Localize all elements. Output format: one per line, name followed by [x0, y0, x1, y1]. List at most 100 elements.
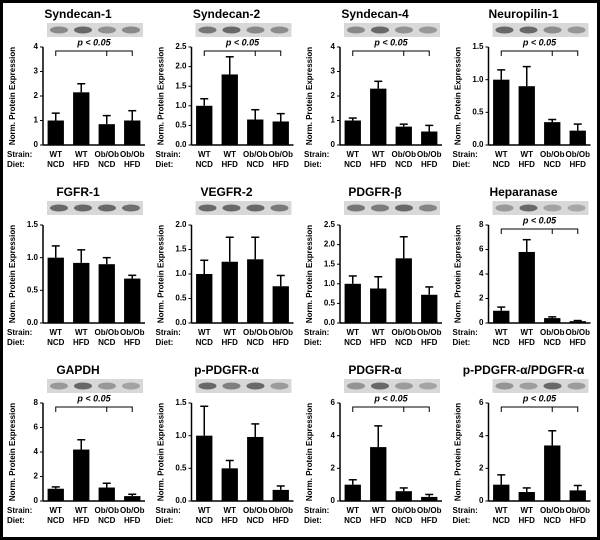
strain-label: Ob/Ob — [95, 506, 120, 515]
y-tick-label: 4 — [34, 447, 39, 456]
blot-image — [492, 201, 589, 215]
strain-label: Ob/Ob — [417, 328, 442, 337]
chart-panel: Syndecan-4 Norm. Protein Expression 0 1 2 3 4 W… — [304, 7, 442, 169]
bar — [98, 124, 115, 145]
blot-band — [567, 26, 586, 34]
significance-label: p < 0.05 — [76, 37, 111, 47]
diet-row-label: Diet: — [156, 516, 174, 525]
bar — [73, 449, 90, 501]
y-tick-label: 0.0 — [175, 318, 187, 327]
blot-image — [47, 379, 143, 393]
strain-label: Ob/Ob — [540, 150, 565, 159]
chart-title: p-PDGFR-α/PDGFR-α — [463, 363, 585, 377]
blot-band — [270, 382, 289, 390]
y-tick-label: 0 — [331, 496, 336, 505]
bar — [124, 496, 141, 501]
blot-band — [371, 204, 389, 212]
y-tick-label: 1.5 — [324, 259, 336, 268]
diet-label: NCD — [395, 516, 413, 525]
y-tick-label: 1.5 — [27, 220, 39, 229]
strain-label: Ob/Ob — [120, 328, 145, 337]
strain-label: Ob/Ob — [269, 328, 294, 337]
strain-label: WT — [372, 506, 385, 515]
strain-label: WT — [50, 150, 63, 159]
diet-label: HFD — [124, 516, 141, 525]
strain-label: WT — [495, 328, 508, 337]
chart-panel: Heparanase Norm. Protein Expression 0 2 4 6 8 W… — [453, 185, 591, 347]
y-tick-label: 1 — [34, 116, 39, 125]
strain-label: WT — [347, 506, 360, 515]
diet-label: NCD — [196, 516, 214, 525]
chart-title: Syndecan-4 — [341, 7, 409, 21]
chart-panel: PDGFR-β Norm. Protein Expression 0.0 0.5 1.0… — [304, 185, 442, 347]
strain-row-label: Strain: — [453, 328, 478, 337]
bar — [47, 120, 64, 145]
y-tick-label: 0.0 — [175, 496, 187, 505]
blot-band — [98, 382, 116, 390]
bar — [544, 318, 561, 323]
strain-label: WT — [347, 150, 360, 159]
y-tick-label: 1.5 — [175, 245, 187, 254]
significance-bracket — [500, 228, 579, 234]
bar — [395, 491, 412, 501]
strain-row-label: Strain: — [156, 328, 181, 337]
blot-band — [543, 204, 562, 212]
diet-label: NCD — [196, 338, 214, 347]
significance-bracket — [203, 50, 282, 56]
y-tick-label: 6 — [34, 423, 39, 432]
y-tick-label: 2 — [331, 463, 336, 472]
bar — [196, 274, 213, 323]
blot-band — [122, 26, 140, 34]
bar — [518, 492, 535, 501]
strain-label: Ob/Ob — [392, 150, 417, 159]
strain-label: WT — [521, 328, 534, 337]
diet-label: NCD — [98, 516, 116, 525]
y-axis-label: Norm. Protein Expression — [8, 47, 17, 145]
diet-label: NCD — [544, 160, 562, 169]
blot-band — [246, 26, 265, 34]
strain-label: WT — [224, 328, 237, 337]
strain-label: WT — [224, 150, 237, 159]
y-tick-label: 0 — [331, 140, 336, 149]
bar — [544, 445, 561, 501]
y-tick-label: 0.0 — [175, 140, 187, 149]
blot-band — [543, 382, 562, 390]
blot-band — [567, 204, 586, 212]
y-tick-label: 0.5 — [175, 121, 187, 130]
bar — [569, 490, 586, 501]
blot-band — [198, 204, 217, 212]
strain-row-label: Strain: — [453, 150, 478, 159]
bar — [395, 258, 412, 323]
strain-row-label: Strain: — [7, 150, 32, 159]
diet-label: HFD — [519, 160, 536, 169]
blot-band — [419, 26, 437, 34]
diet-label: NCD — [47, 338, 65, 347]
y-axis-label: Norm. Protein Expression — [157, 403, 166, 501]
strain-label: WT — [347, 328, 360, 337]
chart-panel: Neuropilin-1 Norm. Protein Expression 0.0 0… — [453, 7, 591, 169]
blot-band — [419, 382, 437, 390]
diet-label: NCD — [98, 160, 116, 169]
blot-band — [395, 26, 413, 34]
blot-image — [344, 23, 440, 37]
y-tick-label: 3 — [331, 67, 336, 76]
y-tick-label: 4 — [331, 431, 336, 440]
significance-label: p < 0.05 — [522, 215, 557, 225]
blot-band — [122, 204, 140, 212]
strain-label: WT — [495, 150, 508, 159]
y-tick-label: 0 — [34, 496, 39, 505]
diet-label: HFD — [421, 338, 438, 347]
bar — [518, 86, 535, 145]
blot-band — [246, 204, 265, 212]
bar — [493, 484, 510, 501]
y-tick-label: 0.5 — [175, 463, 187, 472]
blot-image — [344, 379, 440, 393]
strain-label: WT — [372, 328, 385, 337]
blot-band — [419, 204, 437, 212]
bar — [73, 262, 90, 323]
bar — [196, 105, 213, 145]
diet-label: HFD — [519, 338, 536, 347]
bar — [272, 489, 289, 501]
diet-label: NCD — [344, 516, 362, 525]
bar — [124, 120, 141, 145]
